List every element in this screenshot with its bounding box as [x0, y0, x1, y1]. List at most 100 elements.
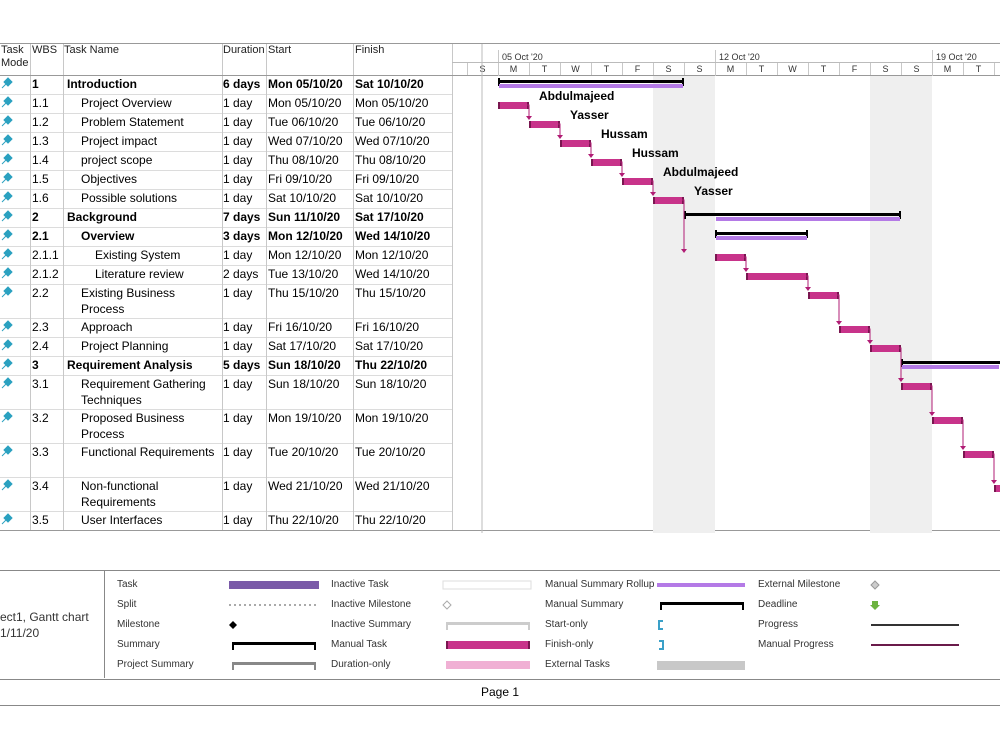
summary-cap: [806, 230, 808, 238]
task-wbs: 1.5: [32, 172, 49, 186]
day-label: S: [665, 64, 672, 74]
dependency-link: [930, 385, 933, 413]
day-divider: [591, 62, 592, 75]
bar-cap: [901, 383, 903, 390]
task-start: Mon 05/10/20: [268, 77, 343, 91]
manual-task-bar: [653, 197, 684, 204]
row-divider: [0, 511, 452, 512]
task-finish: Mon 12/10/20: [355, 248, 429, 262]
table-row[interactable]: 2.1.1 Existing System 1 day Mon 12/10/20 Mon…: [0, 246, 452, 265]
task-duration: 6 days: [223, 77, 261, 91]
summary-bar: [715, 232, 808, 235]
resource-label: Abdulmajeed: [663, 165, 738, 179]
table-row[interactable]: 2.3 Approach 1 day Fri 16/10/20 Fri 16/10/20: [0, 318, 452, 337]
bar-cap: [560, 140, 562, 147]
dependency-link: [806, 275, 809, 288]
task-name: Existing System: [95, 248, 181, 262]
task-duration: 1 day: [223, 513, 253, 527]
gantt-chart: Abdulmajeed Yasser Hussam Hussam Abdulmajeed…: [481, 44, 1000, 533]
table-row[interactable]: 3.4 Non-functional Requirements 1 day Wed …: [0, 477, 452, 511]
table-row[interactable]: 3.1 Requirement Gathering Techniques 1 day…: [0, 375, 452, 409]
legend-label: Manual Task: [331, 639, 387, 650]
task-name: Introduction: [67, 77, 137, 91]
table-row[interactable]: 3.5 User Interfaces 1 day Thu 22/10/20 Thu 2…: [0, 511, 452, 530]
dependency-arrow: [991, 480, 997, 484]
column-divider: [266, 44, 267, 530]
col-header-mode[interactable]: Task Mode: [1, 44, 29, 69]
table-row[interactable]: 1.1 Project Overview 1 day Mon 05/10/20 Mon …: [0, 94, 452, 113]
footer-divider: [0, 705, 1000, 706]
bar-cap: [622, 178, 624, 185]
rollup-bar: [716, 217, 900, 221]
table-row[interactable]: 3 Requirement Analysis 5 days Sun 18/10/20 T…: [0, 356, 452, 375]
col-header-wbs[interactable]: WBS: [32, 44, 58, 56]
col-header-duration[interactable]: Duration: [223, 44, 265, 56]
col-header-start[interactable]: Start: [268, 44, 292, 56]
pin-icon: [0, 209, 14, 223]
legend-label: Milestone: [117, 619, 160, 630]
pin-icon: [0, 152, 14, 166]
task-wbs: 1.6: [32, 191, 49, 205]
task-start: Tue 06/10/20: [268, 115, 339, 129]
column-divider: [63, 44, 64, 530]
legend-label: Progress: [758, 619, 799, 630]
table-row[interactable]: 2.2 Existing Business Process 1 day Thu 15/…: [0, 284, 452, 318]
legend-project-name: ect1, Gantt chart: [0, 610, 89, 624]
legend-label: Inactive Milestone: [331, 599, 412, 610]
task-start: Fri 09/10/20: [268, 172, 333, 186]
table-row[interactable]: 1.5 Objectives 1 day Fri 09/10/20 Fri 09/10/…: [0, 170, 452, 189]
table-row[interactable]: 3.3 Functional Requirements 1 day Tue 20/10…: [0, 443, 452, 477]
task-wbs: 2.1: [32, 229, 49, 243]
week-label: 12 Oct '20: [719, 52, 760, 62]
top-border: [0, 43, 1000, 44]
dependency-arrow: [588, 154, 594, 158]
task-name: Background: [67, 210, 138, 224]
table-row[interactable]: 2.1.2 Literature review 2 days Tue 13/10/20…: [0, 265, 452, 284]
manual-task-bar: [932, 417, 963, 424]
bar-cap: [715, 254, 717, 261]
table-row[interactable]: 1 Introduction 6 days Mon 05/10/20 Sat 10/10…: [0, 75, 452, 94]
day-label: T: [820, 64, 827, 74]
legend-label: Finish-only: [545, 639, 594, 650]
table-row[interactable]: 2.4 Project Planning 1 day Sat 17/10/20 Sat …: [0, 337, 452, 356]
task-finish: Fri 16/10/20: [355, 320, 420, 334]
col-header-name[interactable]: Task Name: [64, 44, 120, 56]
task-finish: Tue 20/10/20: [355, 445, 426, 459]
task-duration: 1 day: [223, 377, 253, 391]
task-name: Project impact: [81, 134, 158, 148]
bar-cap: [839, 326, 841, 333]
task-start: Mon 12/10/20: [268, 229, 343, 243]
dependency-arrow: [867, 340, 873, 344]
column-divider: [353, 44, 354, 530]
task-name: Approach: [81, 320, 133, 334]
task-finish: Mon 05/10/20: [355, 96, 429, 110]
task-wbs: 2.3: [32, 320, 49, 334]
legend-label: Manual Summary Rollup: [545, 579, 655, 590]
task-finish: Thu 15/10/20: [355, 286, 426, 300]
summary-cap: [498, 78, 500, 86]
task-start: Sun 18/10/20: [268, 377, 340, 391]
dependency-link: [868, 328, 871, 341]
table-row[interactable]: 3.2 Proposed Business Process 1 day Mon 19/…: [0, 409, 452, 443]
table-row[interactable]: 1.3 Project impact 1 day Wed 07/10/20 Wed 07…: [0, 132, 452, 151]
manual-task-bar: [901, 383, 932, 390]
table-row[interactable]: 1.2 Problem Statement 1 day Tue 06/10/20 Tue…: [0, 113, 452, 132]
rollup-bar: [716, 236, 807, 240]
col-header-finish[interactable]: Finish: [355, 44, 385, 56]
day-divider: [715, 62, 716, 75]
task-name: Functional Requirements: [81, 445, 215, 459]
table-row[interactable]: 1.6 Possible solutions 1 day Sat 10/10/20 Sa…: [0, 189, 452, 208]
row-divider: [0, 246, 452, 247]
task-name: project scope: [81, 153, 153, 167]
task-duration: 2 days: [223, 267, 259, 281]
resource-label: Hussam: [632, 146, 679, 160]
day-divider: [529, 62, 530, 75]
table-row[interactable]: 1.4 project scope 1 day Thu 08/10/20 Thu 08/…: [0, 151, 452, 170]
task-finish: Wed 07/10/20: [355, 134, 430, 148]
summary-cap: [715, 230, 717, 238]
table-row[interactable]: 2 Background 7 days Sun 11/10/20 Sat 17/10/2…: [0, 208, 452, 227]
task-duration: 5 days: [223, 358, 261, 372]
task-wbs: 1.4: [32, 153, 49, 167]
column-divider: [452, 44, 453, 530]
table-row[interactable]: 2.1 Overview 3 days Mon 12/10/20 Wed 14/10/2…: [0, 227, 452, 246]
